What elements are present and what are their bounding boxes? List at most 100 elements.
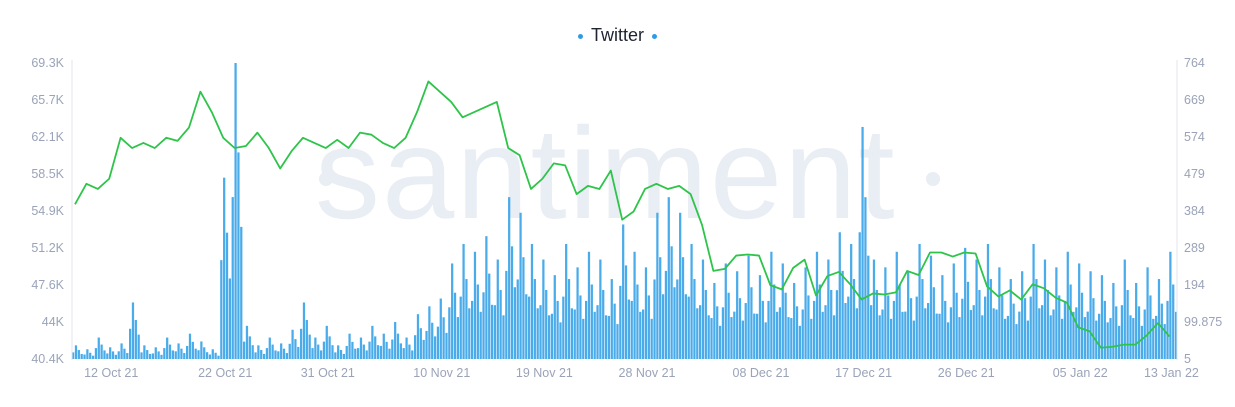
- volume-bar: [328, 336, 331, 359]
- volume-bar: [137, 334, 140, 359]
- volume-bar: [365, 350, 368, 359]
- volume-bar: [1149, 295, 1152, 359]
- volume-bar: [744, 303, 747, 359]
- volume-bar: [547, 315, 551, 359]
- volume-bar: [912, 320, 915, 359]
- volume-bar: [265, 348, 269, 359]
- volume-bar: [522, 257, 525, 359]
- volume-bar: [884, 267, 887, 359]
- volume-bar: [716, 306, 719, 359]
- volume-bar: [795, 306, 799, 359]
- left-axis-tick: 51.2K: [31, 241, 64, 255]
- volume-bar: [425, 330, 428, 359]
- volume-bar: [995, 309, 998, 359]
- legend-dot-icon: [652, 33, 657, 39]
- volume-bar: [964, 247, 967, 359]
- volume-bar: [359, 337, 363, 359]
- volume-bar: [1106, 322, 1109, 359]
- volume-bar: [300, 328, 303, 359]
- volume-bar: [918, 243, 921, 359]
- volume-bar: [727, 292, 730, 359]
- volume-bar: [211, 349, 214, 359]
- volume-bar: [399, 343, 402, 359]
- volume-bar: [362, 344, 365, 359]
- volume-bar: [1018, 311, 1021, 359]
- volume-bar: [91, 355, 95, 359]
- right-axis-tick: 764: [1184, 56, 1205, 70]
- price-line[interactable]: [74, 80, 1171, 349]
- volume-bar: [1092, 298, 1095, 359]
- volume-bar: [904, 311, 907, 359]
- volume-bar: [117, 351, 120, 359]
- volume-bar: [191, 341, 194, 359]
- volume-bar: [907, 271, 910, 359]
- volume-bar: [619, 285, 622, 359]
- volume-bar: [451, 263, 454, 359]
- volume-bar: [596, 305, 599, 359]
- right-axis-tick: 384: [1184, 204, 1205, 218]
- volume-bar: [1021, 271, 1024, 359]
- watermark-dot-icon: [319, 172, 333, 186]
- volume-bar: [134, 320, 137, 359]
- volume-bar: [986, 243, 990, 359]
- volume-bar: [536, 308, 539, 359]
- volume-bar: [1123, 259, 1126, 359]
- volume-bar: [177, 343, 180, 359]
- volume-bar: [949, 307, 953, 359]
- volume-bar: [556, 300, 559, 359]
- volume-bar: [644, 267, 648, 359]
- volume-bar: [533, 279, 536, 359]
- volume-bar: [704, 289, 707, 359]
- volume-bar: [319, 350, 323, 359]
- volume-bar: [1055, 267, 1058, 359]
- volume-bar: [921, 279, 924, 359]
- volume-bar: [624, 265, 628, 359]
- volume-bar: [322, 341, 326, 359]
- volume-bar: [471, 300, 474, 359]
- volume-bar: [345, 345, 348, 359]
- volume-bar: [448, 307, 451, 359]
- x-axis-tick: 22 Oct 21: [198, 366, 252, 380]
- volume-bar: [357, 348, 360, 359]
- volume-bar: [462, 243, 465, 359]
- volume-bar: [861, 126, 864, 359]
- volume-bar: [231, 197, 234, 359]
- volume-bar: [898, 284, 901, 359]
- volume-bar: [436, 326, 440, 359]
- volume-bar: [274, 350, 277, 359]
- volume-bar: [627, 299, 630, 359]
- volume-bar: [681, 257, 685, 359]
- volume-bar: [280, 343, 283, 359]
- volume-bar: [1006, 315, 1010, 359]
- volume-bar: [1117, 325, 1121, 359]
- volume-bar: [1174, 311, 1178, 359]
- volume-bar: [394, 321, 397, 359]
- volume-bar: [593, 311, 596, 359]
- volume-bar: [699, 305, 702, 359]
- volume-bar: [867, 255, 870, 359]
- volume-bar: [1026, 320, 1029, 359]
- volume-bar: [864, 197, 867, 359]
- volume-bar: [636, 284, 639, 359]
- volume-bar: [599, 259, 602, 359]
- volume-bar: [696, 308, 699, 359]
- right-axis-tick: 289: [1184, 241, 1205, 255]
- chart-legend[interactable]: Twitter: [0, 25, 1235, 46]
- volume-bar: [302, 302, 306, 359]
- volume-bar: [1146, 267, 1149, 359]
- left-axis-tick: 62.1K: [31, 130, 64, 144]
- volume-bar: [1152, 318, 1155, 359]
- volume-bar: [308, 334, 311, 359]
- volume-bar: [194, 348, 197, 359]
- volume-bar: [468, 308, 471, 359]
- volume-bar: [1157, 279, 1161, 359]
- volume-bar: [214, 352, 217, 359]
- right-axis-tick: 669: [1184, 93, 1205, 107]
- volume-bar: [693, 279, 696, 359]
- volume-bar: [1098, 313, 1101, 359]
- volume-bar: [505, 270, 508, 359]
- volume-bar: [673, 287, 676, 359]
- volume-bar: [1083, 317, 1086, 359]
- volume-bar: [431, 322, 434, 359]
- volume-bar: [1140, 325, 1143, 359]
